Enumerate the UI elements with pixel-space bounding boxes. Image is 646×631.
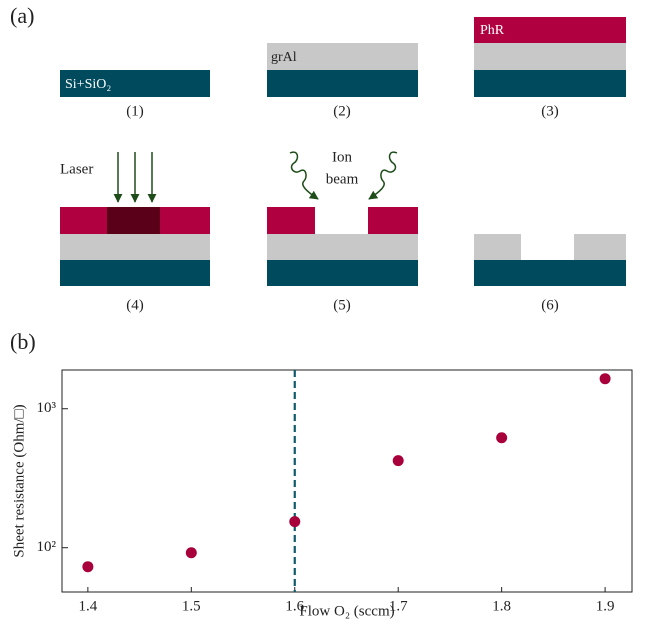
film — [60, 234, 210, 260]
annotation: Ion — [332, 149, 352, 165]
film — [474, 234, 521, 260]
substrate — [474, 260, 626, 286]
substrate — [267, 260, 418, 286]
y-axis-label: Sheet resistance (Ohm/□) — [11, 404, 27, 557]
resist — [474, 17, 626, 43]
step-label: (5) — [333, 297, 351, 313]
film — [474, 43, 626, 70]
substrate — [267, 70, 418, 97]
x-tick-label: 1.9 — [596, 598, 615, 614]
film — [267, 43, 418, 70]
substrate — [474, 70, 626, 97]
resist — [267, 207, 315, 234]
annotation: Laser — [60, 161, 93, 177]
layer-label: Si+SiO₂ — [65, 77, 111, 92]
point — [599, 373, 611, 385]
step-label: (6) — [541, 297, 559, 313]
laser-arrows — [113, 152, 157, 203]
x-axis-label: Flow O₂ (sccm) — [299, 603, 394, 619]
point — [289, 516, 301, 528]
substrate — [60, 260, 210, 286]
panel-label: (a) — [10, 3, 34, 28]
x-tick-label: 1.4 — [78, 598, 97, 614]
annotation: beam — [326, 171, 359, 187]
film — [267, 234, 418, 260]
plot-frame — [61, 369, 633, 593]
resist — [368, 207, 418, 234]
point — [185, 547, 197, 559]
x-tick-label: 1.6 — [285, 598, 304, 614]
ion-arrows — [289, 151, 398, 200]
layer-label: PhR — [480, 23, 505, 38]
step-label: (1) — [126, 103, 144, 119]
y-tick-label: 10² — [37, 539, 57, 555]
layer-label: grAl — [271, 50, 297, 65]
step-label: (3) — [541, 103, 559, 119]
step-label: (4) — [126, 297, 144, 313]
substrate — [60, 70, 210, 97]
x-tick-label: 1.8 — [492, 598, 511, 614]
panel-label: (b) — [10, 329, 36, 354]
y-tick-label: 10³ — [37, 400, 57, 416]
point — [496, 432, 508, 444]
exposed-resist — [107, 207, 160, 234]
step-label: (2) — [333, 103, 351, 119]
point — [392, 455, 404, 467]
x-tick-label: 1.5 — [182, 598, 201, 614]
film — [574, 234, 626, 260]
point — [82, 561, 94, 573]
x-tick-label: 1.7 — [389, 598, 408, 614]
